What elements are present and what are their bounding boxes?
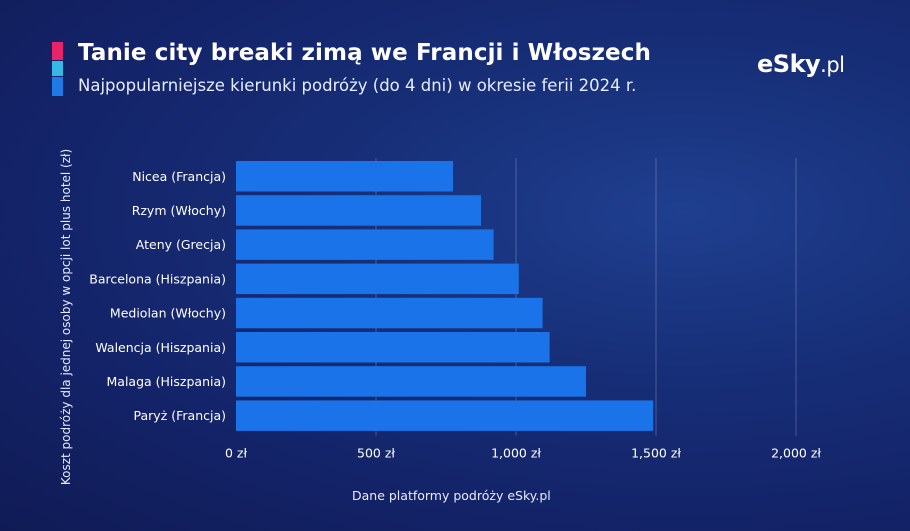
page-subtitle: Najpopularniejsze kierunki podróży (do 4… <box>78 76 637 95</box>
page-title: Tanie city breaki zimą we Francji i Włos… <box>78 40 651 66</box>
category-label: Walencja (Hiszpania) <box>95 340 226 355</box>
bar <box>236 332 550 363</box>
category-label: Malaga (Hiszpania) <box>107 374 227 389</box>
category-label: Mediolan (Włochy) <box>110 306 226 321</box>
category-label: Ateny (Grecja) <box>136 237 226 252</box>
bar <box>236 297 543 329</box>
accent-cyan-stripe <box>52 61 63 76</box>
category-label: Barcelona (Hiszpania) <box>89 271 226 286</box>
logo-suffix-text: .pl <box>820 53 845 77</box>
x-tick-label: 1,000 zł <box>491 446 541 461</box>
category-label: Nicea (Francja) <box>132 169 226 184</box>
bar <box>236 229 494 260</box>
x-tick-label: 1,500 zł <box>631 446 681 461</box>
x-tick-label: 2,000 zł <box>771 446 821 461</box>
bar <box>236 400 654 431</box>
bar <box>236 195 481 226</box>
bar <box>236 366 586 397</box>
bar <box>236 263 519 295</box>
accent-blue-stripe <box>52 77 63 96</box>
esky-logo: eSky.pl <box>757 50 845 78</box>
category-label: Rzym (Włochy) <box>132 203 226 218</box>
bar <box>236 161 453 192</box>
category-label: Paryż (Francja) <box>134 408 226 423</box>
x-tick-label: 0 zł <box>225 446 247 461</box>
x-tick-label: 500 zł <box>357 446 395 461</box>
accent-pink-stripe <box>52 42 63 60</box>
source-note: Dane platformy podróży eSky.pl <box>352 488 551 503</box>
logo-main-text: eSky <box>757 50 821 78</box>
